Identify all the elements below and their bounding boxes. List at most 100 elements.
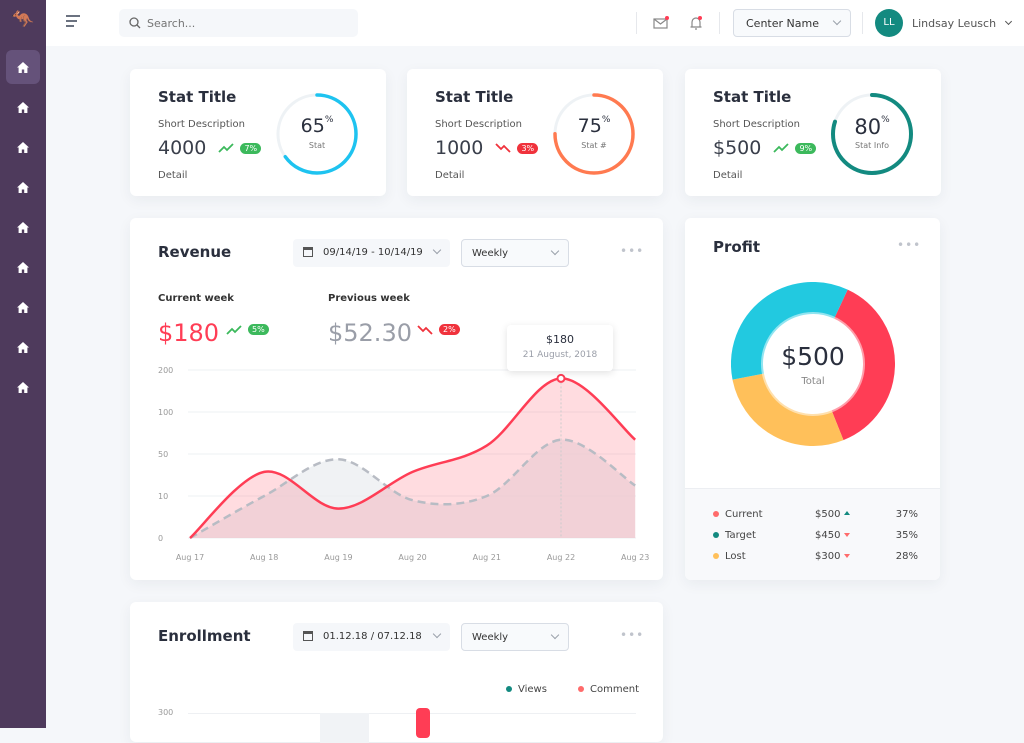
stat-ring-label: Stat # (581, 141, 607, 150)
profit-total-label: Total (801, 376, 825, 387)
profit-legend-row: Lost $300 28% (713, 551, 918, 562)
enrollment-card: Enrollment 01.12.18 / 07.12.18 Weekly ••… (130, 602, 663, 743)
trend-down-icon (417, 325, 433, 335)
trend-up-icon (773, 143, 790, 153)
stat-description: Short Description (435, 119, 522, 130)
tooltip-value: $180 (546, 333, 574, 346)
profit-legend-row: Target $450 35% (713, 530, 918, 541)
stat-value: 1000 3% (435, 137, 539, 159)
chart-tooltip: $180 21 August, 2018 (507, 325, 613, 371)
hover-point[interactable] (556, 373, 566, 383)
x-tick-label: Aug 20 (398, 553, 426, 562)
sidebar-item-home[interactable] (6, 330, 40, 364)
stat-description: Short Description (158, 119, 245, 130)
more-options-icon[interactable]: ••• (620, 628, 645, 642)
home-icon (17, 141, 29, 153)
user-menu[interactable]: Lindsay Leusch (912, 17, 1012, 30)
sidebar-item-home[interactable] (6, 130, 40, 164)
donut-slice-current[interactable] (830, 289, 895, 441)
sidebar-item-home[interactable] (6, 250, 40, 284)
profit-legend: Current $500 37% Target $450 35% Lost $300… (685, 488, 940, 580)
stat-detail: Detail (713, 170, 743, 181)
legend-percent: 28% (895, 551, 918, 562)
stat-change-badge: 7% (240, 143, 262, 154)
trend-down-icon (495, 143, 512, 153)
sidebar-item-home[interactable] (6, 170, 40, 204)
legend-dot (713, 511, 719, 517)
x-tick-label: Aug 18 (250, 553, 278, 562)
calendar-icon (303, 247, 313, 257)
kangaroo-logo-icon[interactable]: 🦘 (11, 9, 35, 30)
more-options-icon[interactable]: ••• (897, 238, 922, 252)
search-box[interactable] (119, 9, 358, 37)
legend-label: Comment (590, 684, 639, 695)
sidebar-item-home[interactable] (6, 50, 40, 84)
stat-card: Stat Title Short Description 1000 3% Det… (407, 69, 663, 196)
legend-name: Current (725, 509, 763, 520)
caret-up-icon (844, 511, 850, 515)
series-2-area (190, 439, 636, 538)
topbar: Center Name LL Lindsay Leusch (46, 0, 1024, 46)
enrollment-period: Weekly (472, 632, 509, 643)
search-input[interactable] (147, 16, 347, 30)
stat-title: Stat Title (713, 88, 792, 106)
donut-slice-lost[interactable] (732, 372, 844, 446)
enrollment-period-select[interactable]: Weekly (461, 623, 569, 651)
revenue-date-range: 09/14/19 - 10/14/19 (323, 247, 423, 258)
bell-icon[interactable] (688, 15, 704, 31)
chevron-down-icon (832, 16, 842, 26)
sidebar-item-home[interactable] (6, 210, 40, 244)
menu-icon[interactable] (66, 15, 80, 30)
stat-value-text: 4000 (158, 137, 207, 159)
home-icon (17, 61, 29, 73)
user-name: Lindsay Leusch (912, 17, 997, 30)
search-icon (129, 17, 141, 29)
revenue-period: Weekly (472, 248, 509, 259)
chevron-down-icon (550, 630, 560, 640)
stat-progress-ring (831, 93, 913, 175)
enrollment-date-range: 01.12.18 / 07.12.18 (323, 631, 422, 642)
caret-down-icon (844, 533, 850, 537)
stat-ring-value: 75% (577, 115, 611, 137)
stat-value: 4000 7% (158, 137, 262, 159)
legend-percent: 37% (895, 509, 918, 520)
more-options-icon[interactable]: ••• (620, 244, 645, 258)
revenue-period-select[interactable]: Weekly (461, 239, 569, 267)
divider (719, 12, 720, 34)
enrollment-date-picker[interactable]: 01.12.18 / 07.12.18 (293, 623, 450, 651)
mail-icon[interactable] (653, 15, 669, 31)
x-tick-label: Aug 19 (324, 553, 352, 562)
previous-week-label: Previous week (328, 293, 410, 304)
previous-week-value: $52.30 (328, 319, 412, 347)
center-select-value: Center Name (746, 17, 819, 30)
legend-comment: Comment (578, 684, 639, 695)
gridline (188, 713, 636, 714)
revenue-date-picker[interactable]: 09/14/19 - 10/14/19 (293, 239, 450, 267)
y-tick-label: 10 (158, 492, 168, 501)
legend-views: Views (506, 684, 547, 695)
sidebar-item-home[interactable] (6, 290, 40, 324)
sidebar-item-home[interactable] (6, 370, 40, 404)
sidebar-item-home[interactable] (6, 90, 40, 124)
bar-views (320, 713, 369, 743)
legend-label: Views (518, 684, 547, 695)
avatar[interactable]: LL (875, 9, 903, 37)
center-select[interactable]: Center Name (733, 9, 851, 37)
stat-card: Stat Title Short Description 4000 7% Det… (130, 69, 386, 196)
caret-down-icon (844, 554, 850, 558)
series-1-area (190, 378, 636, 538)
stat-ring-value: 80% (854, 115, 890, 139)
profit-title: Profit (713, 238, 760, 256)
legend-percent: 35% (895, 530, 918, 541)
x-tick-label: Aug 17 (176, 553, 204, 562)
x-tick-label: Aug 21 (473, 553, 501, 562)
donut-slice-target[interactable] (731, 282, 848, 380)
stat-value-text: $500 (713, 137, 762, 159)
sidebar: 🦘 (0, 0, 46, 728)
current-week-label: Current week (158, 293, 234, 304)
stat-ring-label: Stat (308, 141, 326, 150)
profit-donut-chart (731, 282, 895, 446)
stat-progress-ring (553, 93, 635, 175)
profit-total: $500 (781, 342, 845, 371)
